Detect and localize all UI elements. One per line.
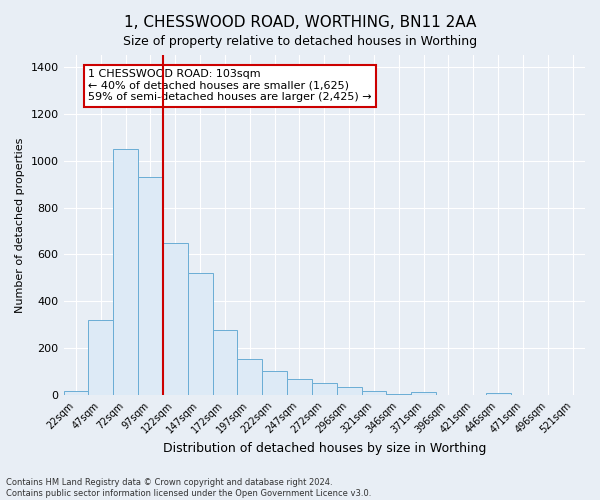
Bar: [163, 242, 188, 395]
Text: 1 CHESSWOOD ROAD: 103sqm
← 40% of detached houses are smaller (1,625)
59% of sem: 1 CHESSWOOD ROAD: 103sqm ← 40% of detach…: [88, 69, 372, 102]
Bar: [212, 330, 238, 395]
Text: Contains HM Land Registry data © Crown copyright and database right 2024.
Contai: Contains HM Land Registry data © Crown c…: [6, 478, 371, 498]
X-axis label: Distribution of detached houses by size in Worthing: Distribution of detached houses by size …: [163, 442, 486, 455]
Bar: [88, 320, 113, 395]
Y-axis label: Number of detached properties: Number of detached properties: [15, 138, 25, 313]
Bar: [262, 370, 287, 395]
Bar: [188, 273, 212, 395]
Bar: [485, 393, 511, 395]
Bar: [113, 149, 138, 395]
Bar: [138, 177, 163, 395]
Bar: [238, 359, 262, 395]
Bar: [312, 384, 337, 395]
Bar: [287, 379, 312, 395]
Bar: [411, 392, 436, 395]
Bar: [362, 390, 386, 395]
Bar: [386, 394, 411, 395]
Bar: [64, 390, 88, 395]
Text: Size of property relative to detached houses in Worthing: Size of property relative to detached ho…: [123, 35, 477, 48]
Text: 1, CHESSWOOD ROAD, WORTHING, BN11 2AA: 1, CHESSWOOD ROAD, WORTHING, BN11 2AA: [124, 15, 476, 30]
Bar: [337, 387, 362, 395]
